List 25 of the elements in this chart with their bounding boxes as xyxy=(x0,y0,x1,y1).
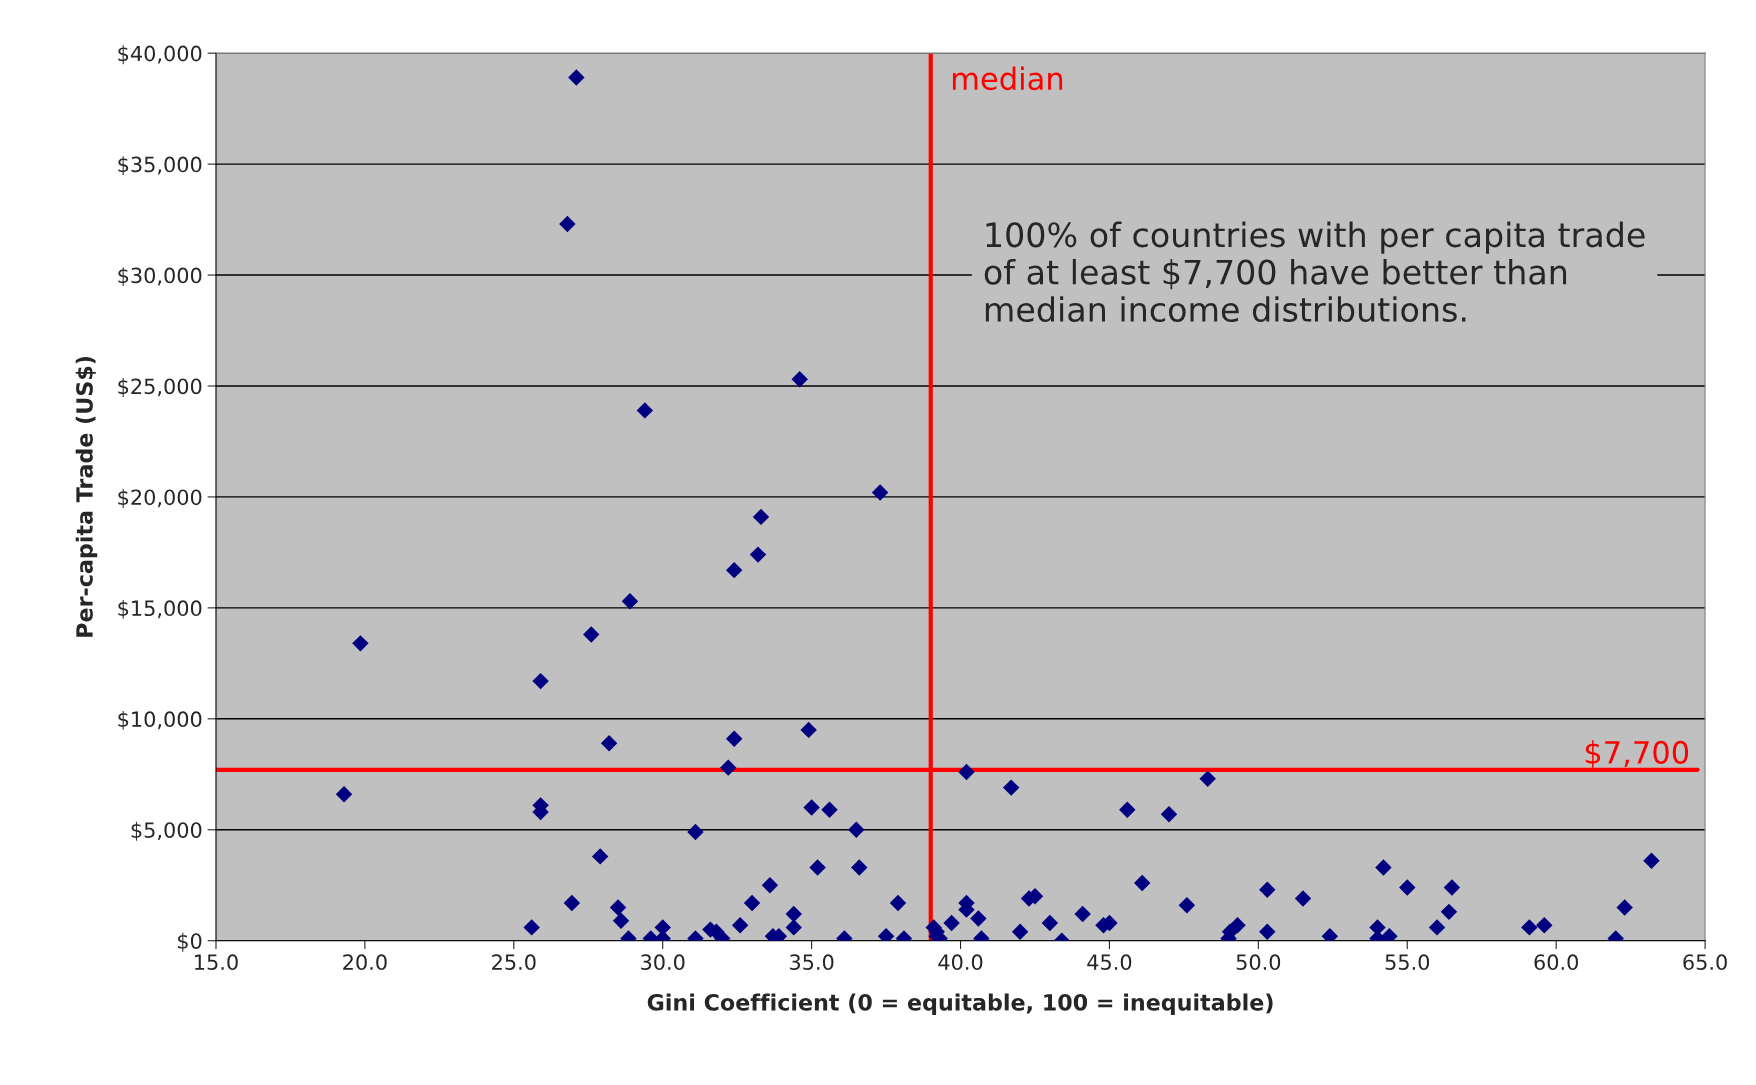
y-tick-label: $5,000 xyxy=(131,821,202,841)
x-tick-label: 60.0 xyxy=(1534,954,1578,971)
y-tick-label: $30,000 xyxy=(118,267,202,287)
x-tick-label: 55.0 xyxy=(1385,954,1430,971)
y-tick-label: $25,000 xyxy=(118,378,202,397)
y-tick-label: $15,000 xyxy=(118,599,202,619)
x-tick-label: 50.0 xyxy=(1236,954,1281,971)
y-axis-title: Per-capita Trade (US$) xyxy=(75,356,98,637)
x-tick-label: 15.0 xyxy=(195,954,238,971)
x-tick-label: 35.0 xyxy=(790,954,834,971)
x-tick-label: 40.0 xyxy=(938,954,983,971)
x-axis-title: Gini Coefficient (0 = equitable, 100 = inequitable) xyxy=(647,993,1273,1015)
y-tick-label: $35,000 xyxy=(118,156,202,176)
x-tick-label: 25.0 xyxy=(492,954,536,971)
ref-line-label: $7,700 xyxy=(1585,740,1689,768)
y-tick-label: $0 xyxy=(178,932,202,952)
x-tick-label: 20.0 xyxy=(343,954,387,971)
x-tick-label: 30.0 xyxy=(641,954,685,971)
x-tick-label: 65.0 xyxy=(1683,954,1727,971)
y-tick-label: $20,000 xyxy=(118,489,202,508)
y-tick-label: $10,000 xyxy=(118,710,202,730)
annotation: 100% of countries with per capita trade of at least $7,700 have better than median income distributions. xyxy=(984,221,1645,323)
ref-line-label: median xyxy=(952,66,1063,91)
x-tick-label: 45.0 xyxy=(1087,954,1132,971)
y-tick-label: $40,000 xyxy=(118,45,202,65)
